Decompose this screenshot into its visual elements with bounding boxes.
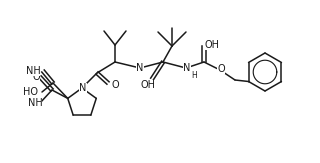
Text: H: H <box>191 71 197 80</box>
Text: NH: NH <box>26 66 40 76</box>
Text: N: N <box>183 63 191 73</box>
Text: O: O <box>217 64 225 74</box>
Text: NH: NH <box>28 98 42 108</box>
Text: OH: OH <box>204 40 220 50</box>
Text: O: O <box>32 72 40 82</box>
Text: N: N <box>79 83 87 93</box>
Text: OH: OH <box>140 80 156 90</box>
Text: HO: HO <box>23 87 38 97</box>
Text: N: N <box>136 63 144 73</box>
Text: O: O <box>111 80 119 90</box>
